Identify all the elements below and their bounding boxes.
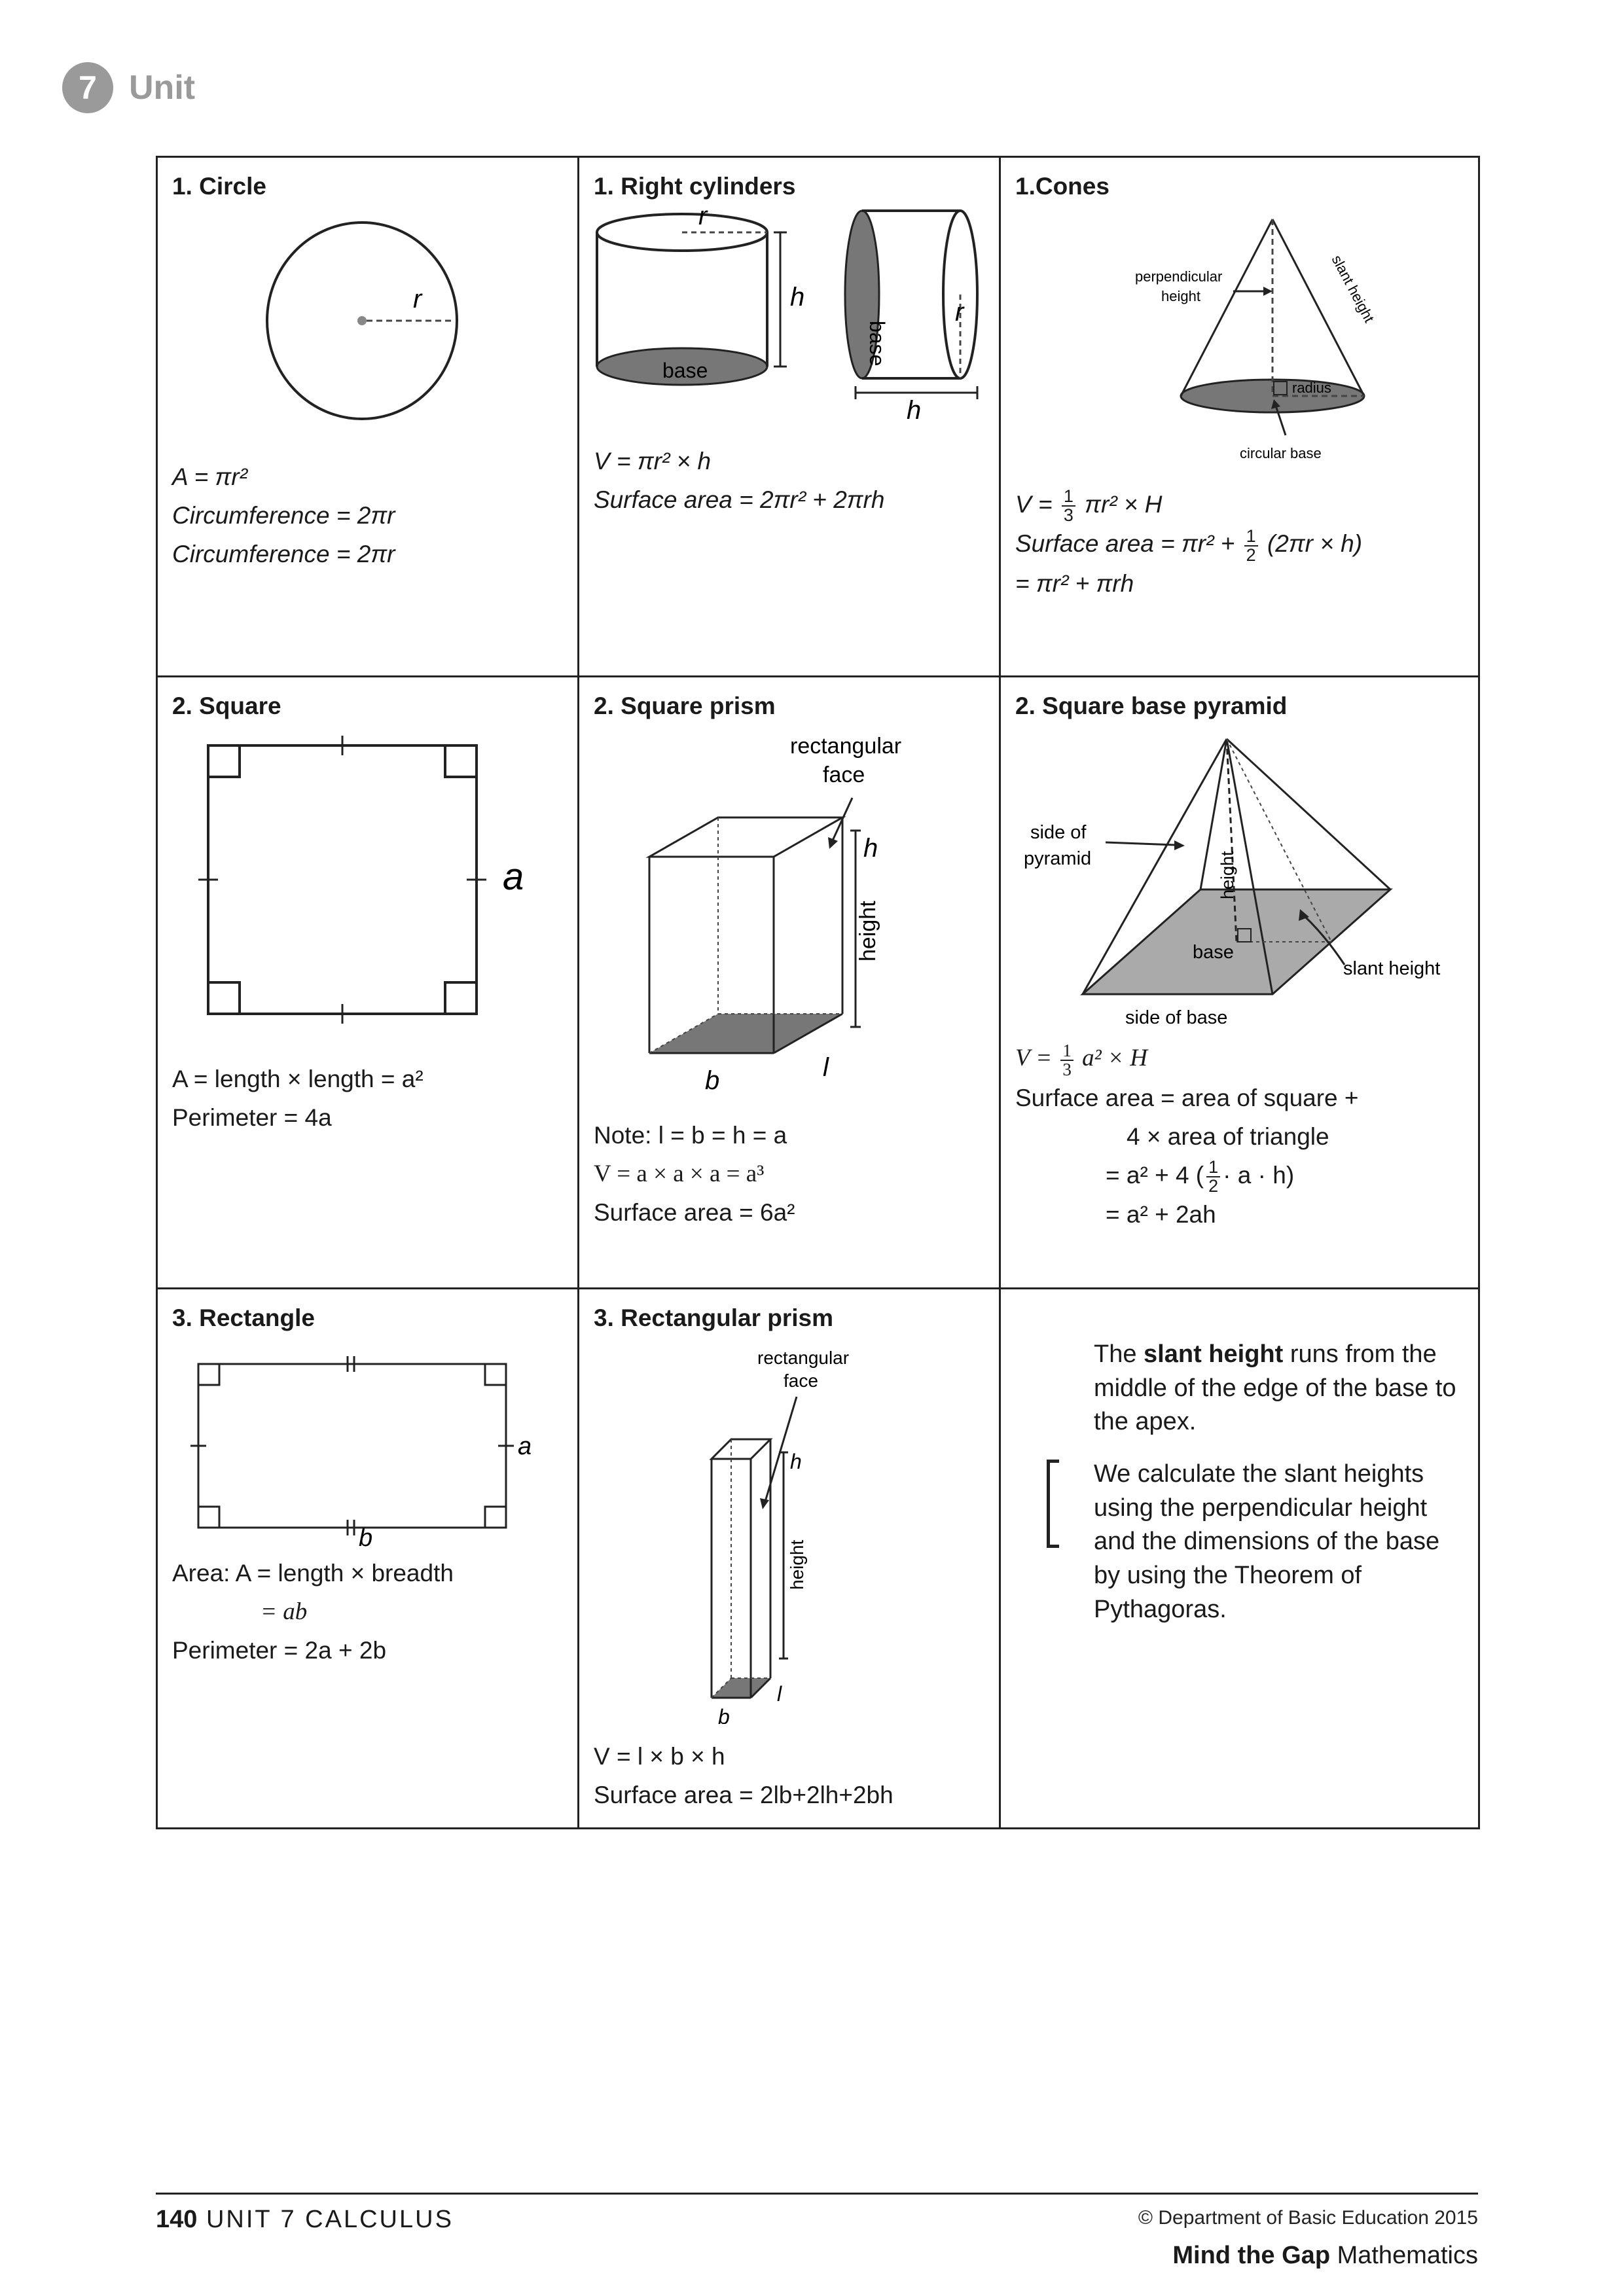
cell-square: 2. Square a A = length × length = a² Per… [156,675,579,1289]
cell-title: 1. Right cylinders [594,173,796,200]
unit-header: 7 Unit [62,62,195,113]
rectangle-figure: a b [190,1356,532,1547]
footer-page-info: 140 UNIT 7 CALCULUS [156,2206,454,2234]
surface-area-simplified: = πr² + πrh [1015,569,1134,597]
height-word-label: height [787,1540,807,1590]
height-word-label: height [856,901,880,961]
note-equal-sides: Note: l = b = h = a [594,1122,787,1149]
cell-title: 3. Rectangle [172,1304,315,1331]
surface-area-formula: Surface area = area of square + [1015,1084,1359,1111]
slant-height-label: slant height [1328,253,1377,325]
slant-height-note: The slant height runs from the middle of… [1015,1302,1464,1626]
base-label: base [662,359,708,382]
surface-area-line-3: = a² + 4 (1 2 · a · h) [1106,1157,1295,1196]
surface-area-line-4: = a² + 2ah [1106,1201,1216,1229]
side-of-base-label: side of base [1125,1007,1227,1027]
square-prism-figure: height h rectangular face l b [645,734,901,1092]
height-label: h [790,283,804,312]
l-label: l [823,1053,829,1082]
cell-title: 1.Cones [1015,173,1110,200]
cell-rectangle: 3. Rectangle a b Area: A = length × brea… [156,1287,579,1830]
bracket-mark [1047,1460,1059,1548]
area-formula: A = πr² [172,463,247,491]
circumference-formula: Circumference = 2πr [172,502,395,529]
area-formula: A = length × length = a² [172,1066,424,1093]
cell-circle: 1. Circle r A = πr² Circumference = 2πr … [156,156,579,677]
circular-base-label: circular base [1240,445,1322,461]
surface-area-line-2: 4 × area of triangle [1127,1122,1329,1150]
face-label-1: rectangular [790,734,901,759]
h-label: h [863,834,878,863]
cell-title: 2. Square base pyramid [1015,692,1288,719]
face-label-2: face [784,1371,818,1391]
cell-title: 3. Rectangular prism [594,1304,834,1331]
cell-cylinder: 1. Right cylinders r base h r [577,156,1001,677]
volume-formula: V = a × a × a = a³ [594,1160,765,1188]
cell-cone: 1.Cones radius perpendicular height slan… [999,156,1480,677]
side-b-label: b [359,1524,372,1547]
radius-label-2: r [955,298,965,327]
cylinder-figure: r base h r base h [596,206,979,422]
surface-area-formula: Surface area = 6a² [594,1199,795,1227]
l-label: l [777,1682,782,1706]
square-figure: a [198,736,524,1024]
surface-area-formula: Surface area = 2lb+2lh+2bh [594,1782,893,1809]
cell-title: 1. Circle [172,173,266,200]
note-paragraph-2: We calculate the slant heights using the… [1094,1460,1440,1623]
area-formula: Area: A = length × breadth [172,1560,454,1587]
cell-slant-height-note: The slant height runs from the middle of… [999,1287,1480,1830]
b-label: b [718,1705,730,1724]
brand-name: Mind the Gap Mathematics [1172,2242,1478,2269]
side-of-pyramid-label-2: pyramid [1024,848,1091,869]
radius-label: r [698,206,708,230]
pyramid-figure: height base side of pyramid slant height… [1024,738,1440,1027]
radius-label: radius [1292,380,1331,396]
perpendicular-label-1: perpendicular [1135,268,1222,285]
perimeter-formula: Perimeter = 2a + 2b [172,1637,387,1664]
cell-rectangular-prism: 3. Rectangular prism height h rectangula… [577,1287,1001,1830]
base-label-2: base [865,321,889,366]
cone-figure: radius perpendicular height slant height… [1135,219,1377,461]
formula-table: 1. Circle r A = πr² Circumference = 2πr … [156,156,1480,1830]
footer-rule [156,2193,1478,2195]
side-label: a [503,855,524,898]
slant-height-label: slant height [1343,958,1440,979]
perimeter-formula: Perimeter = 4a [172,1104,332,1132]
h-label: h [790,1450,802,1473]
face-label-2: face [823,762,865,787]
cell-square-prism: 2. Square prism height h rectangular fac… [577,675,1001,1289]
section-label: UNIT 7 CALCULUS [206,2206,454,2233]
circle-figure: r [266,221,458,421]
page-number: 140 [156,2206,198,2233]
length-label: h [907,396,921,422]
volume-formula: V = l × b × h [594,1743,725,1770]
side-a-label: a [518,1433,532,1460]
circumference-formula-2: Circumference = 2πr [172,541,395,568]
note-paragraph-1: The slant height runs from the middle of… [1094,1340,1456,1436]
radius-label: r [413,285,423,314]
rectangular-prism-figure: height h rectangular face l b [709,1348,849,1724]
b-label: b [705,1066,719,1092]
copyright-text: © Department of Basic Education 2015 [1138,2207,1478,2229]
base-label: base [1193,942,1234,963]
height-label: height [1218,851,1237,899]
cell-title: 2. Square prism [594,692,776,719]
area-formula-2: = ab [261,1598,308,1626]
cell-pyramid: 2. Square base pyramid height base side … [999,675,1480,1289]
side-of-pyramid-label-1: side of [1030,822,1087,843]
unit-number-badge: 7 [62,62,113,113]
cell-title: 2. Square [172,692,281,719]
volume-formula: V = πr² × h [594,448,712,475]
surface-area-formula: Surface area = 2πr² + 2πrh [594,486,885,514]
unit-label: Unit [129,69,196,107]
face-label-1: rectangular [757,1348,849,1368]
perpendicular-label-2: height [1161,288,1200,304]
